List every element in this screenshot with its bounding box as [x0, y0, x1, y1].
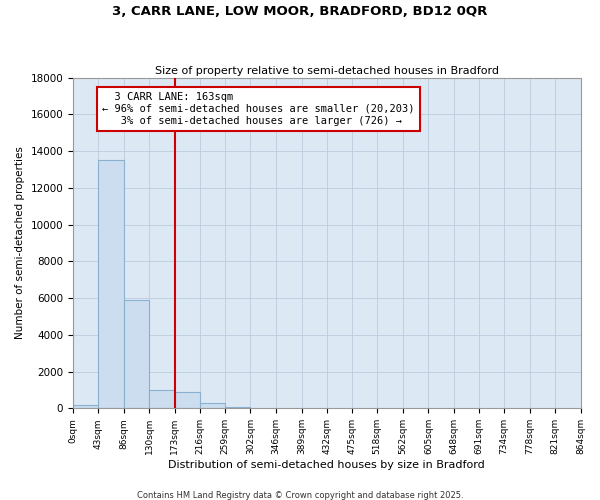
X-axis label: Distribution of semi-detached houses by size in Bradford: Distribution of semi-detached houses by … — [169, 460, 485, 470]
Bar — [98, 160, 124, 408]
Text: 3, CARR LANE, LOW MOOR, BRADFORD, BD12 0QR: 3, CARR LANE, LOW MOOR, BRADFORD, BD12 0… — [112, 5, 488, 18]
Bar — [73, 404, 98, 408]
Title: Size of property relative to semi-detached houses in Bradford: Size of property relative to semi-detach… — [155, 66, 499, 76]
Y-axis label: Number of semi-detached properties: Number of semi-detached properties — [15, 146, 25, 340]
Bar — [200, 403, 225, 408]
Bar — [124, 300, 149, 408]
Text: Contains HM Land Registry data © Crown copyright and database right 2025.: Contains HM Land Registry data © Crown c… — [137, 490, 463, 500]
Bar — [149, 390, 175, 408]
Bar — [175, 392, 200, 408]
Text: 3 CARR LANE: 163sqm
← 96% of semi-detached houses are smaller (20,203)
   3% of : 3 CARR LANE: 163sqm ← 96% of semi-detach… — [103, 92, 415, 126]
